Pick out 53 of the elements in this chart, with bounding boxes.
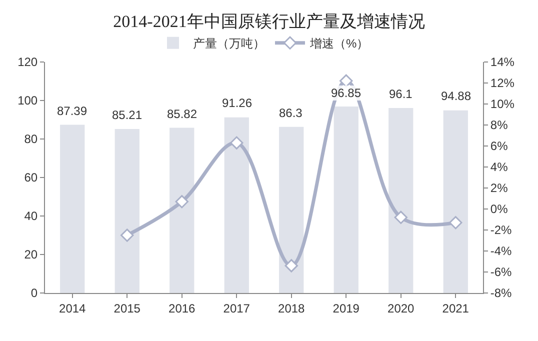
bar <box>114 128 140 293</box>
y-tick-label: 40 <box>24 209 38 224</box>
y-tick-label: 20 <box>24 248 38 262</box>
x-tick-label: 2018 <box>278 301 306 316</box>
y2-tick-label: 10% <box>490 97 515 112</box>
x-tick-label: 2016 <box>168 301 196 316</box>
point <box>175 195 188 208</box>
data-label: 86.3 <box>279 106 303 120</box>
bar <box>60 124 85 293</box>
y2-tick-label: 8% <box>490 118 508 132</box>
y2-tick-label: 14% <box>490 55 515 70</box>
bar <box>279 126 304 293</box>
data-label: 96.85 <box>331 86 362 100</box>
y2-tick-label: 4% <box>490 160 508 174</box>
y2-tick-label: 6% <box>490 139 508 154</box>
point <box>449 216 462 230</box>
point <box>230 136 244 150</box>
bar <box>443 110 468 293</box>
y-tick-label: 60 <box>24 170 38 185</box>
y2-tick-label: -6% <box>490 265 512 280</box>
bar <box>388 108 414 293</box>
y2-tick-label: 0% <box>490 202 508 216</box>
data-label: 94.88 <box>441 89 472 103</box>
bar <box>224 117 249 293</box>
point <box>284 259 298 272</box>
y-tick-label: 80 <box>24 132 38 146</box>
point <box>340 74 353 88</box>
x-tick-label: 2019 <box>332 301 360 316</box>
legend-label: 产量（万吨） <box>193 36 265 51</box>
y-tick-label: 120 <box>18 55 38 70</box>
y2-tick-label: 2% <box>490 181 508 196</box>
y-tick-label: 100 <box>18 94 38 108</box>
x-tick-label: 2017 <box>223 301 250 316</box>
data-label: 85.82 <box>167 107 198 121</box>
y2-tick-label: -4% <box>490 244 512 258</box>
x-tick-label: 2014 <box>59 301 86 316</box>
legend-label: 增速（%） <box>309 36 369 51</box>
chart-title: 2014-2021年中国原镁行业产量及增速情况 <box>113 12 425 32</box>
y2-tick-label: -2% <box>490 223 512 238</box>
data-label: 96.1 <box>389 87 413 101</box>
bar <box>170 128 194 293</box>
y2-tick-label: -8% <box>490 286 512 300</box>
y2-tick-label: 12% <box>490 76 515 90</box>
data-label: 91.26 <box>222 96 252 110</box>
point <box>120 228 134 242</box>
bar <box>334 106 358 293</box>
y-tick-label: 0 <box>30 286 38 300</box>
x-tick-label: 2021 <box>442 301 470 316</box>
point <box>394 210 408 224</box>
data-label: 85.21 <box>112 108 142 122</box>
data-label: 87.39 <box>57 104 88 118</box>
x-tick-label: 2020 <box>388 301 415 316</box>
x-tick-label: 2015 <box>114 301 141 316</box>
